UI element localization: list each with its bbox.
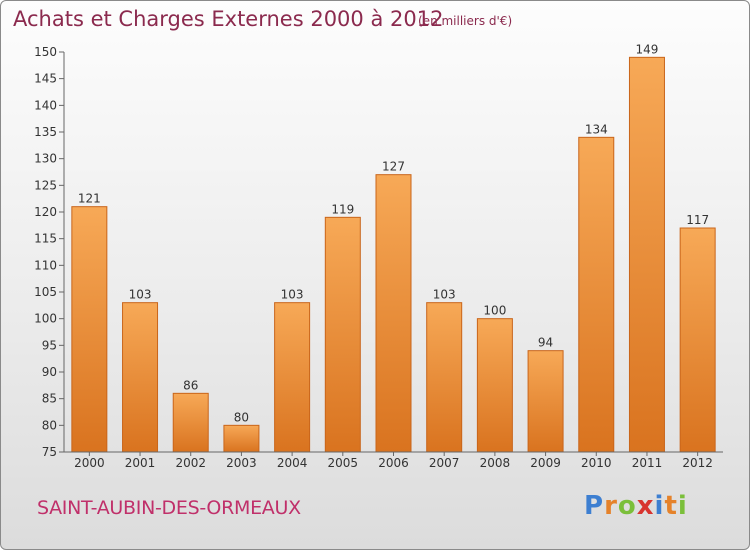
y-tick-label: 90 — [42, 365, 57, 379]
y-tick-label: 145 — [34, 72, 57, 86]
logo-letter: t — [664, 491, 678, 521]
y-tick-label: 85 — [42, 392, 57, 406]
bar — [375, 174, 412, 453]
x-tick-label: 2003 — [226, 456, 257, 470]
x-tick-label: 2002 — [175, 456, 206, 470]
bar — [324, 216, 361, 453]
logo-letter: i — [654, 491, 665, 521]
bar — [578, 136, 615, 453]
bar-value-label: 127 — [382, 160, 405, 174]
x-tick-label: 2006 — [378, 456, 409, 470]
x-tick-label: 2010 — [581, 456, 612, 470]
y-tick-label: 110 — [34, 258, 57, 272]
y-tick-label: 120 — [34, 205, 57, 219]
proxiti-logo[interactable]: Proxiti — [584, 491, 688, 521]
bar-value-label: 119 — [331, 202, 354, 216]
bar-value-label: 103 — [129, 288, 152, 302]
x-tick-label: 2000 — [74, 456, 105, 470]
bar-value-label: 103 — [281, 288, 304, 302]
y-tick-label: 115 — [34, 232, 57, 246]
y-tick-label: 130 — [34, 152, 57, 166]
bars: 121 103 86 80 103 119 127 103 100 94 134 149 117 — [71, 42, 716, 453]
bar-value-label: 103 — [433, 288, 456, 302]
y-tick-label: 125 — [34, 178, 57, 192]
x-tick-label: 2009 — [530, 456, 561, 470]
x-tick-label: 2007 — [429, 456, 460, 470]
y-tick-label: 100 — [34, 312, 57, 326]
y-tick-label: 95 — [42, 338, 57, 352]
bar — [71, 206, 108, 453]
bar-value-label: 100 — [483, 304, 506, 318]
x-tick-label: 2001 — [125, 456, 156, 470]
bar-value-label: 80 — [234, 410, 249, 424]
bar — [223, 424, 260, 453]
bar-value-label: 117 — [686, 213, 709, 227]
bar-value-label: 134 — [585, 122, 608, 136]
x-tick-label: 2005 — [328, 456, 359, 470]
bar — [426, 302, 463, 453]
y-tick-label: 150 — [34, 45, 57, 59]
bar-value-label: 149 — [636, 42, 659, 56]
y-axis: 75 80 85 90 95 100 105 110 115 120 125 130 135 140 145… — [34, 45, 65, 459]
bar — [476, 318, 513, 453]
bar-value-label: 94 — [538, 336, 553, 350]
bar — [527, 350, 564, 453]
bar — [122, 302, 159, 453]
logo-letter: x — [636, 491, 655, 521]
logo-letter: o — [617, 491, 637, 521]
bar-value-label: 86 — [183, 378, 198, 392]
x-tick-label: 2012 — [682, 456, 713, 470]
y-tick-label: 80 — [42, 418, 57, 432]
bar — [679, 227, 716, 453]
bar — [172, 392, 209, 453]
chart-title: Achats et Charges Externes 2000 à 2012 — [13, 7, 444, 31]
y-tick-label: 140 — [34, 98, 57, 112]
chart-unit: (en milliers d'€) — [418, 14, 513, 28]
x-tick-label: 2008 — [480, 456, 511, 470]
y-tick-label: 135 — [34, 125, 57, 139]
x-tick-label: 2004 — [277, 456, 308, 470]
bar — [274, 302, 311, 453]
x-tick-label: 2011 — [632, 456, 663, 470]
bar — [628, 56, 665, 453]
y-tick-label: 75 — [42, 445, 57, 459]
logo-letter: i — [677, 491, 688, 521]
town-name: SAINT-AUBIN-DES-ORMEAUX — [37, 497, 301, 519]
logo-letter: P — [584, 491, 605, 521]
bar-value-label: 121 — [78, 192, 101, 206]
y-tick-label: 105 — [34, 285, 57, 299]
x-axis: 2000 2001 2002 2003 2004 2005 2006 2007 2008 2009… — [64, 451, 723, 470]
logo-letter: r — [604, 491, 618, 521]
